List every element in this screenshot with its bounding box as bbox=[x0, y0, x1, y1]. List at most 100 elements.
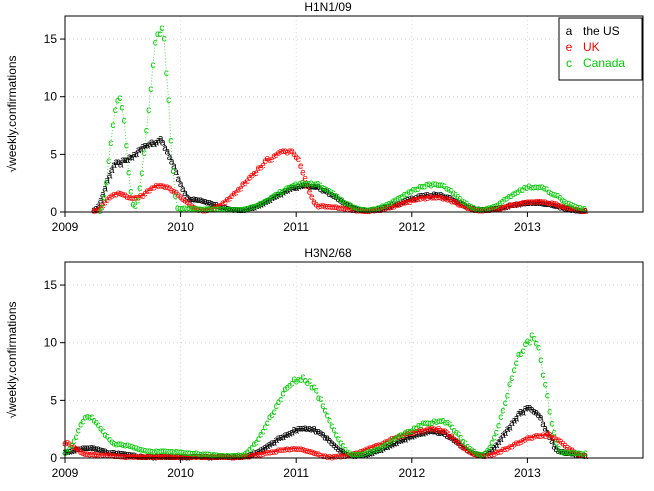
y-tick-label: 10 bbox=[44, 336, 58, 350]
data-point: c bbox=[118, 439, 123, 450]
data-point: c bbox=[433, 179, 438, 190]
data-point: e bbox=[393, 433, 399, 444]
data-point: e bbox=[409, 195, 415, 206]
data-point: e bbox=[476, 205, 482, 216]
data-point: c bbox=[518, 349, 523, 360]
data-point: c bbox=[242, 204, 247, 215]
data-point: a bbox=[353, 204, 359, 215]
data-point: a bbox=[531, 407, 537, 418]
data-point: a bbox=[116, 448, 122, 459]
data-point: c bbox=[451, 188, 456, 199]
data-point: a bbox=[542, 199, 548, 210]
data-point: a bbox=[231, 452, 237, 463]
data-point: c bbox=[209, 450, 214, 461]
data-point: a bbox=[318, 184, 324, 195]
data-point: a bbox=[356, 450, 362, 461]
data-point: a bbox=[276, 190, 282, 201]
data-point: c bbox=[268, 193, 273, 204]
data-point: c bbox=[388, 198, 393, 209]
data-point: a bbox=[220, 203, 226, 214]
data-point: a bbox=[296, 182, 302, 193]
data-point: a bbox=[296, 424, 302, 435]
data-point: e bbox=[285, 148, 291, 159]
data-point: e bbox=[162, 182, 168, 193]
data-point: a bbox=[258, 199, 264, 210]
series-line bbox=[64, 406, 586, 458]
data-point: e bbox=[358, 446, 364, 457]
data-point: a bbox=[136, 145, 142, 156]
data-point: e bbox=[418, 425, 424, 436]
data-point: c bbox=[336, 434, 341, 445]
data-point: c bbox=[256, 434, 261, 445]
data-point: c bbox=[240, 450, 245, 461]
data-point: c bbox=[208, 204, 213, 215]
data-point: c bbox=[562, 196, 567, 207]
data-point: e bbox=[460, 442, 466, 453]
data-point: a bbox=[471, 203, 477, 214]
data-point: e bbox=[242, 451, 248, 462]
data-point: a bbox=[340, 197, 346, 208]
data-point: a bbox=[249, 203, 255, 214]
data-point: a bbox=[509, 418, 515, 429]
data-point: e bbox=[160, 181, 166, 192]
data-point: c bbox=[418, 420, 423, 431]
data-point: c bbox=[158, 446, 163, 457]
series-uk: eeeeeeeeeeeeeeeeeeeeeeeeeeeeeeeeeeeeeeee… bbox=[91, 146, 588, 217]
data-point: c bbox=[183, 448, 188, 459]
data-point: e bbox=[554, 435, 560, 446]
data-point: c bbox=[583, 448, 588, 459]
data-point: c bbox=[512, 365, 517, 376]
data-point: e bbox=[427, 424, 433, 435]
data-point: e bbox=[120, 190, 126, 201]
data-point: a bbox=[93, 444, 99, 455]
data-point: e bbox=[449, 196, 455, 207]
data-point: a bbox=[182, 188, 188, 199]
data-point: c bbox=[76, 425, 81, 436]
data-point: a bbox=[153, 452, 159, 463]
data-point: a bbox=[211, 200, 217, 211]
data-point: c bbox=[114, 439, 119, 450]
data-point: e bbox=[178, 192, 184, 203]
data-point: e bbox=[269, 155, 275, 166]
data-point: c bbox=[413, 184, 418, 195]
data-point: e bbox=[456, 438, 462, 449]
data-point: a bbox=[574, 450, 580, 461]
data-point: e bbox=[127, 192, 133, 203]
data-point: c bbox=[148, 84, 153, 95]
data-point: c bbox=[232, 451, 237, 462]
data-point: e bbox=[451, 197, 457, 208]
data-point: e bbox=[67, 439, 73, 450]
data-point: a bbox=[307, 181, 313, 192]
data-point: e bbox=[265, 154, 271, 165]
data-point: e bbox=[360, 446, 366, 457]
data-point: c bbox=[331, 188, 336, 199]
data-point: c bbox=[582, 203, 587, 214]
data-point: c bbox=[254, 437, 259, 448]
data-point: e bbox=[273, 150, 279, 161]
data-point: c bbox=[415, 184, 420, 195]
data-point: e bbox=[387, 202, 393, 213]
data-point: c bbox=[265, 418, 270, 429]
data-point: c bbox=[554, 438, 559, 449]
data-point: c bbox=[498, 412, 503, 423]
data-point: a bbox=[356, 204, 362, 215]
data-point: c bbox=[515, 187, 520, 198]
data-point: c bbox=[478, 450, 483, 461]
data-point: e bbox=[560, 438, 566, 449]
data-point: c bbox=[236, 450, 241, 461]
data-point: a bbox=[554, 444, 560, 455]
data-point: c bbox=[291, 181, 296, 192]
data-point: e bbox=[447, 195, 453, 206]
data-point: e bbox=[531, 432, 537, 443]
data-point: e bbox=[240, 451, 246, 462]
data-point: c bbox=[307, 376, 312, 387]
data-point: c bbox=[309, 383, 314, 394]
data-point: a bbox=[331, 191, 337, 202]
data-point: a bbox=[442, 429, 448, 440]
data-point: a bbox=[124, 155, 130, 166]
data-point: e bbox=[171, 452, 177, 463]
data-point: c bbox=[509, 373, 514, 384]
data-point: c bbox=[120, 440, 125, 451]
data-point: e bbox=[580, 450, 586, 461]
data-point: a bbox=[534, 408, 540, 419]
